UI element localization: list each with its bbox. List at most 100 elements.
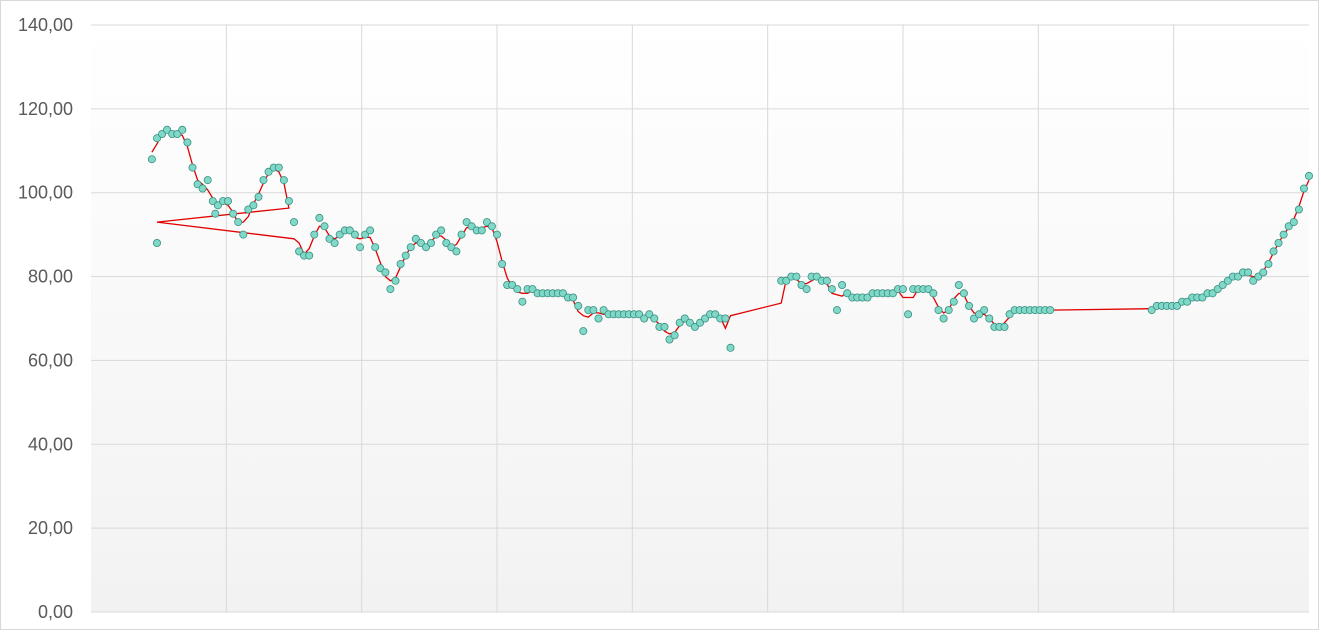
data-point xyxy=(391,276,400,285)
data-point xyxy=(152,238,161,247)
data-point xyxy=(1299,184,1308,193)
data-point xyxy=(152,134,161,143)
data-point xyxy=(949,297,958,306)
data-point xyxy=(426,238,435,247)
data-point xyxy=(467,222,476,231)
data-point xyxy=(1289,218,1298,227)
data-point xyxy=(589,306,598,315)
data-point xyxy=(569,293,578,302)
data-point xyxy=(305,251,314,260)
data-point xyxy=(452,247,461,256)
data-point xyxy=(355,243,364,252)
data-point xyxy=(254,192,263,201)
data-point xyxy=(934,306,943,315)
data-point xyxy=(680,314,689,323)
data-point xyxy=(320,222,329,231)
data-point xyxy=(259,176,268,185)
data-point xyxy=(411,234,420,243)
data-point xyxy=(361,230,370,239)
data-point xyxy=(528,285,537,294)
data-point xyxy=(843,289,852,298)
data-point xyxy=(223,197,232,206)
data-point xyxy=(1244,268,1253,277)
data-point xyxy=(1274,238,1283,247)
data-point xyxy=(234,218,243,227)
data-point xyxy=(295,247,304,256)
data-point xyxy=(594,314,603,323)
data-point xyxy=(1249,276,1258,285)
data-point xyxy=(670,331,679,340)
data-point xyxy=(211,209,220,218)
data-point xyxy=(350,230,359,239)
data-point xyxy=(416,238,425,247)
data-point xyxy=(1305,171,1314,180)
data-point xyxy=(325,234,334,243)
data-point xyxy=(239,230,248,239)
data-point xyxy=(1147,306,1156,315)
data-point xyxy=(492,230,501,239)
data-point xyxy=(1259,268,1268,277)
data-point xyxy=(833,306,842,315)
data-point xyxy=(274,163,283,172)
data-point xyxy=(1183,297,1192,306)
data-point xyxy=(980,306,989,315)
data-point xyxy=(315,213,324,222)
data-point xyxy=(929,289,938,298)
data-point xyxy=(203,176,212,185)
data-point xyxy=(345,226,354,235)
data-point xyxy=(173,129,182,138)
data-point xyxy=(827,285,836,294)
data-point xyxy=(381,268,390,277)
data-point xyxy=(802,285,811,294)
data-point xyxy=(954,280,963,289)
data-point xyxy=(985,314,994,323)
y-tick-label: 80,00 xyxy=(28,267,73,287)
data-point xyxy=(487,222,496,231)
data-point xyxy=(970,314,979,323)
data-point xyxy=(579,327,588,336)
data-point xyxy=(690,322,699,331)
data-point xyxy=(482,218,491,227)
data-point xyxy=(335,230,344,239)
data-point xyxy=(1218,280,1227,289)
data-point xyxy=(838,280,847,289)
data-point xyxy=(721,314,730,323)
y-tick-label: 100,00 xyxy=(18,183,73,203)
data-point xyxy=(959,289,968,298)
data-point xyxy=(1223,276,1232,285)
data-point xyxy=(396,259,405,268)
data-point xyxy=(513,285,522,294)
data-point xyxy=(163,125,172,134)
data-point xyxy=(310,230,319,239)
data-point xyxy=(975,310,984,319)
data-point xyxy=(797,280,806,289)
data-point xyxy=(1279,230,1288,239)
data-point xyxy=(812,272,821,281)
data-point xyxy=(696,318,705,327)
data-point xyxy=(198,184,207,193)
data-point xyxy=(518,297,527,306)
data-point xyxy=(462,218,471,227)
data-point xyxy=(1208,289,1217,298)
data-point xyxy=(1269,247,1278,256)
data-point xyxy=(944,306,953,315)
data-point xyxy=(366,226,375,235)
data-point xyxy=(1198,293,1207,302)
data-point xyxy=(386,285,395,294)
data-point xyxy=(442,238,451,247)
data-point xyxy=(1173,301,1182,310)
data-point xyxy=(508,280,517,289)
data-point xyxy=(574,301,583,310)
y-tick-label: 0,00 xyxy=(38,602,73,622)
data-point xyxy=(208,197,217,206)
data-point xyxy=(1264,259,1273,268)
data-point xyxy=(279,176,288,185)
data-point xyxy=(711,310,720,319)
data-point xyxy=(939,314,948,323)
data-point xyxy=(229,209,238,218)
data-point xyxy=(822,276,831,285)
plot-area xyxy=(91,25,1309,612)
data-point xyxy=(432,230,441,239)
